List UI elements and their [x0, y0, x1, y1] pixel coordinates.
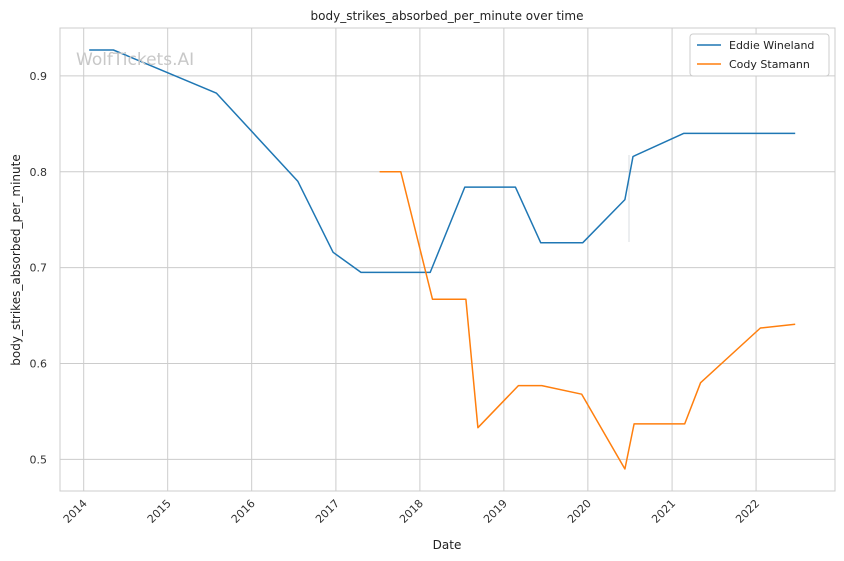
plot-frame — [59, 27, 836, 492]
y-tick-label: 0.8 — [30, 166, 48, 179]
y-axis-label: body_strikes_absorbed_per_minute — [9, 154, 23, 365]
series-line-cody-stamann — [379, 171, 796, 470]
y-tick-label: 0.7 — [30, 262, 48, 275]
series-line-eddie-wineland — [89, 49, 796, 274]
y-tick-label: 0.9 — [30, 70, 48, 83]
x-axis-label: Date — [433, 538, 462, 552]
legend-label-cody-stamann: Cody Stamann — [729, 58, 810, 71]
y-tick-label: 0.5 — [30, 453, 48, 466]
series-layer — [89, 49, 796, 470]
legend: Eddie Wineland Cody Stamann — [689, 33, 830, 77]
y-tick-label: 0.6 — [30, 358, 48, 371]
legend-box — [689, 33, 830, 77]
chart-title: body_strikes_absorbed_per_minute over ti… — [311, 9, 584, 23]
legend-label-eddie-wineland: Eddie Wineland — [729, 39, 814, 52]
watermark-text: WolfTickets.AI — [76, 50, 194, 70]
